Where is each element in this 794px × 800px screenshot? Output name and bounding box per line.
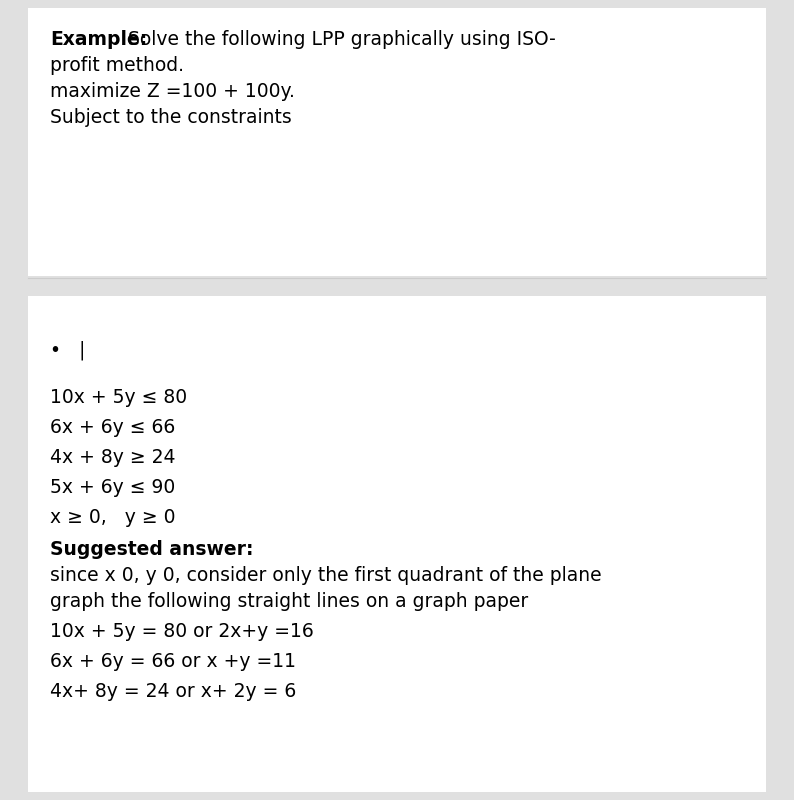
Text: 6x + 6y = 66 or x +y =11: 6x + 6y = 66 or x +y =11 [50,652,296,671]
Text: 5x + 6y ≤ 90: 5x + 6y ≤ 90 [50,478,175,497]
Text: Solve the following LPP graphically using ISO-: Solve the following LPP graphically usin… [122,30,556,49]
Text: x ≥ 0,   y ≥ 0: x ≥ 0, y ≥ 0 [50,508,175,527]
Text: Subject to the constraints: Subject to the constraints [50,108,291,127]
Text: 10x + 5y = 80 or 2x+y =16: 10x + 5y = 80 or 2x+y =16 [50,622,314,641]
Text: graph the following straight lines on a graph paper: graph the following straight lines on a … [50,592,528,611]
Text: 4x+ 8y = 24 or x+ 2y = 6: 4x+ 8y = 24 or x+ 2y = 6 [50,682,296,701]
Text: 10x + 5y ≤ 80: 10x + 5y ≤ 80 [50,388,187,407]
FancyBboxPatch shape [28,8,766,276]
Text: 6x + 6y ≤ 66: 6x + 6y ≤ 66 [50,418,175,437]
FancyBboxPatch shape [28,296,766,792]
Text: Suggested answer:: Suggested answer: [50,540,253,559]
Text: profit method.: profit method. [50,56,184,75]
FancyBboxPatch shape [0,276,794,296]
Text: Example:: Example: [50,30,147,49]
Text: •   |: • | [50,340,86,359]
Text: since x 0, y 0, consider only the first quadrant of the plane: since x 0, y 0, consider only the first … [50,566,602,585]
Text: 4x + 8y ≥ 24: 4x + 8y ≥ 24 [50,448,175,467]
Text: maximize Z =100 + 100y.: maximize Z =100 + 100y. [50,82,295,101]
